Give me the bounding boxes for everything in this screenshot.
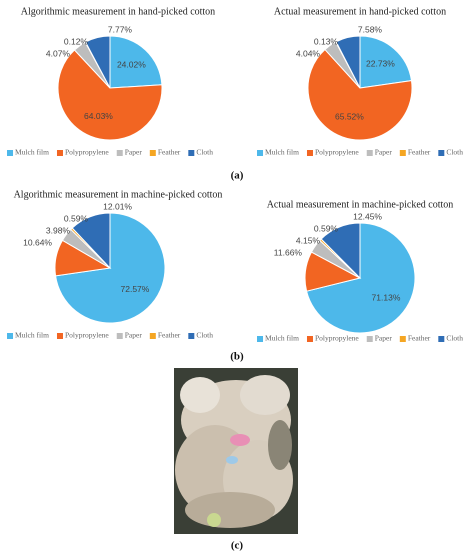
- data-label: 4.04%: [296, 48, 321, 58]
- legend-label: Mulch film: [265, 148, 299, 157]
- data-label: 7.77%: [108, 24, 133, 34]
- legend-label: Paper: [125, 148, 143, 157]
- data-label: 72.57%: [121, 284, 150, 294]
- chart-title: Algorithmic measurement in hand-picked c…: [21, 6, 215, 17]
- data-label: 64.03%: [84, 111, 113, 121]
- legend-label: Mulch film: [265, 334, 299, 343]
- legend-swatch: [56, 333, 63, 339]
- legend-label: Cloth: [196, 331, 213, 340]
- legend-swatch: [438, 336, 445, 342]
- data-label: 12.01%: [103, 201, 132, 211]
- legend-label: Feather: [158, 148, 181, 157]
- legend-label: Cloth: [446, 148, 463, 157]
- pie-slice: [84, 35, 111, 89]
- legend-label: Paper: [375, 148, 393, 157]
- panel-label: (b): [230, 351, 244, 363]
- legend-swatch: [366, 336, 373, 342]
- data-label: 4.07%: [46, 48, 71, 58]
- pie-slice: [359, 35, 413, 89]
- data-label: 10.64%: [23, 237, 52, 247]
- legend-swatch: [257, 150, 264, 156]
- legend-label: Polypropylene: [315, 334, 359, 343]
- legend-swatch: [116, 150, 123, 156]
- legend-label: Feather: [158, 331, 181, 340]
- photo: [174, 368, 298, 534]
- data-label: 24.02%: [117, 60, 146, 70]
- legend: Mulch film Polypropylene Paper Feather Cloth: [257, 334, 463, 343]
- legend-label: Mulch film: [15, 331, 49, 340]
- legend-swatch: [188, 150, 195, 156]
- chart-title: Actual measurement in machine-picked cot…: [267, 199, 454, 210]
- data-label: 12.45%: [353, 211, 382, 221]
- legend-label: Mulch film: [15, 148, 49, 157]
- legend-swatch: [149, 333, 156, 339]
- legend: Mulch film Polypropylene Paper Feather Cloth: [7, 331, 213, 340]
- legend-swatch: [399, 336, 406, 342]
- data-label: 3.98%: [46, 225, 71, 235]
- legend-swatch: [188, 333, 195, 339]
- pie-slice: [320, 222, 361, 280]
- legend-swatch: [56, 150, 63, 156]
- data-label: 0.13%: [314, 36, 339, 46]
- legend-label: Polypropylene: [315, 148, 359, 157]
- data-label: 0.59%: [64, 213, 89, 223]
- panel-label: (a): [231, 170, 244, 182]
- legend: Mulch film Polypropylene Paper Feather Cloth: [7, 148, 213, 157]
- pie-slice: [109, 35, 163, 89]
- legend-swatch: [116, 333, 123, 339]
- chart-title: Actual measurement in hand-picked cotton: [274, 6, 446, 17]
- data-label: 65.52%: [335, 112, 364, 122]
- legend-label: Cloth: [446, 334, 463, 343]
- legend-swatch: [366, 150, 373, 156]
- data-label: 71.13%: [372, 293, 401, 303]
- legend-swatch: [306, 150, 313, 156]
- legend-swatch: [7, 150, 14, 156]
- chart-title: Algorithmic measurement in machine-picke…: [14, 189, 223, 200]
- legend-label: Feather: [408, 148, 431, 157]
- legend-swatch: [7, 333, 14, 339]
- legend-label: Polypropylene: [65, 148, 109, 157]
- pie-slice: [307, 48, 413, 141]
- data-label: 4.15%: [296, 235, 321, 245]
- data-label: 7.58%: [358, 24, 383, 34]
- legend: Mulch film Polypropylene Paper Feather Cloth: [257, 148, 463, 157]
- data-label: 22.73%: [366, 59, 395, 69]
- legend-swatch: [438, 150, 445, 156]
- legend-label: Paper: [375, 334, 393, 343]
- legend-label: Feather: [408, 334, 431, 343]
- legend-swatch: [149, 150, 156, 156]
- data-label: 0.12%: [64, 36, 89, 46]
- data-label: 11.66%: [274, 247, 303, 257]
- panel-label: (c): [231, 540, 244, 552]
- legend-swatch: [306, 336, 313, 342]
- legend-label: Cloth: [196, 148, 213, 157]
- pie-slice: [57, 49, 163, 141]
- legend-label: Paper: [125, 331, 143, 340]
- pie-slice: [71, 212, 111, 270]
- data-label: 0.59%: [314, 223, 339, 233]
- legend-label: Polypropylene: [65, 331, 109, 340]
- legend-swatch: [399, 150, 406, 156]
- pie-slice: [335, 35, 361, 89]
- legend-swatch: [257, 336, 264, 342]
